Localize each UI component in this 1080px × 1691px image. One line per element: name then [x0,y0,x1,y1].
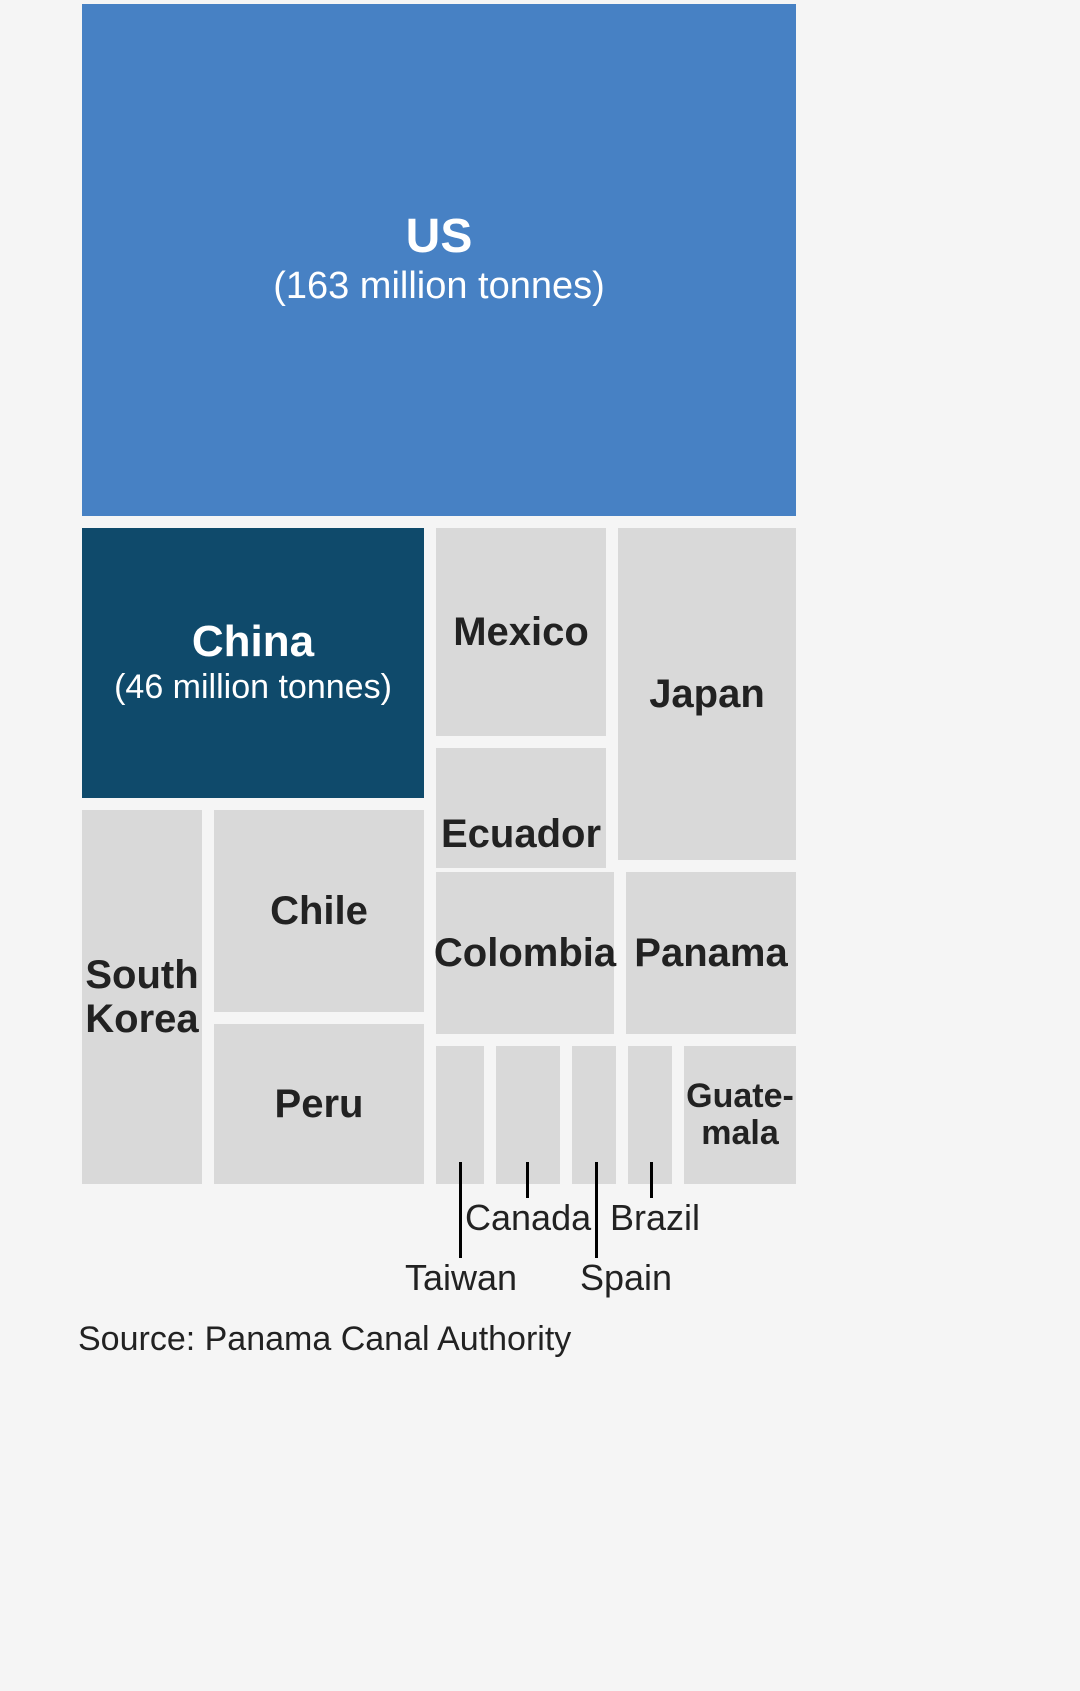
tile-chile: Chile [210,806,428,1016]
tile-name: Chile [270,889,368,933]
tile-name: China [192,618,314,666]
tile-subtitle: (163 million tonnes) [273,264,605,310]
callout-label-spain: Spain [580,1258,672,1298]
tile-name: US [406,211,473,264]
tile-japan: Japan [614,524,800,864]
tile-peru: Peru [210,1020,428,1188]
tile-spain [568,1042,620,1188]
callout-line-canada [526,1162,529,1198]
tile-name: Mexico [453,610,589,654]
callout-line-spain [595,1162,598,1258]
tile-us: US(163 million tonnes) [78,0,800,520]
callout-line-taiwan [459,1162,462,1258]
tile-name: Guate- mala [686,1078,794,1153]
tile-name: Ecuador [441,812,601,856]
tile-name: South Korea [85,953,198,1041]
tile-subtitle: (46 million tonnes) [114,667,392,708]
tile-guatemala: Guate- mala [680,1042,800,1188]
callout-label-brazil: Brazil [610,1198,700,1238]
tile-name: Panama [634,931,787,975]
tile-name: Colombia [434,931,616,975]
treemap-chart: US(163 million tonnes)China(46 million t… [0,0,1080,1691]
tile-name: Peru [275,1082,364,1126]
callout-line-brazil [650,1162,653,1198]
callout-label-taiwan: Taiwan [405,1258,517,1298]
tile-southkorea: South Korea [78,806,206,1188]
source-text: Source: Panama Canal Authority [78,1320,571,1359]
tile-china: China(46 million tonnes) [78,524,428,802]
tile-name: Japan [649,672,765,716]
tile-mexico: Mexico [432,524,610,740]
tile-colombia: Colombia [432,868,618,1038]
tile-panama: Panama [622,868,800,1038]
callout-label-canada: Canada [465,1198,591,1238]
